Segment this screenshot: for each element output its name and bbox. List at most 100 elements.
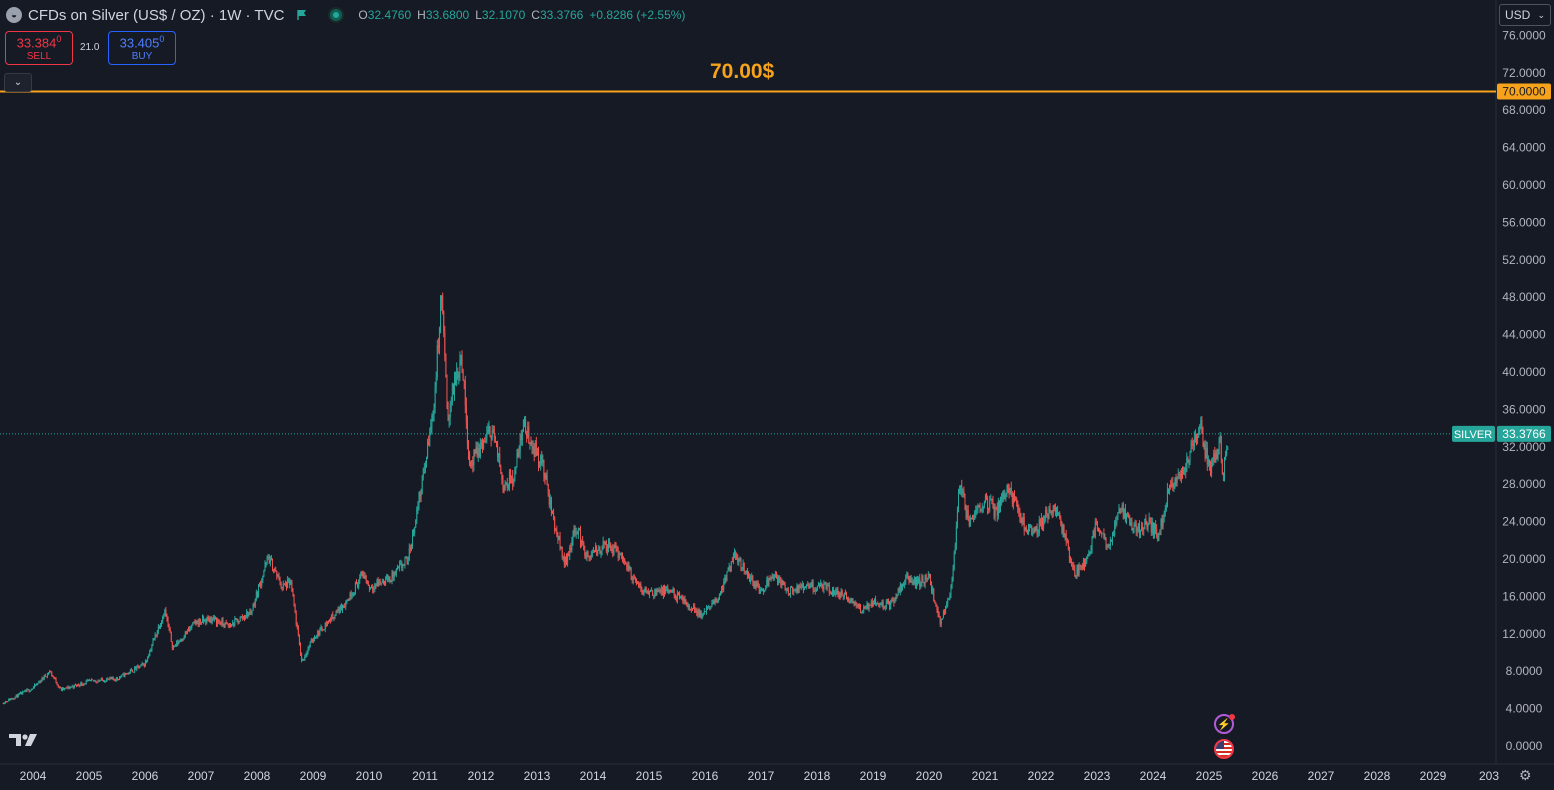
candle-body	[644, 586, 646, 593]
candle-body	[856, 604, 858, 606]
candle-body	[150, 650, 152, 652]
candle-body	[420, 493, 422, 497]
candle-body	[242, 616, 244, 619]
us-flag-event-icon[interactable]	[1214, 739, 1234, 759]
candle-body	[756, 582, 758, 587]
candle-body	[830, 593, 832, 595]
candle-body	[474, 450, 476, 453]
candle-body	[1221, 459, 1223, 475]
symbol-title[interactable]: CFDs on Silver (US$ / OZ) · 1W · TVC	[28, 6, 285, 24]
y-tick-label: 32.0000	[1502, 440, 1546, 454]
spread-value: 21.0	[80, 42, 100, 53]
x-tick-label: 2016	[692, 769, 719, 783]
candle-body	[483, 440, 485, 449]
gear-icon[interactable]: ⚙	[1519, 767, 1532, 783]
candle-body	[623, 558, 625, 560]
candle-body	[255, 592, 257, 600]
x-tick-label: 203	[1479, 769, 1499, 783]
candle-body	[712, 601, 714, 604]
candle-body	[246, 611, 248, 617]
time-axis[interactable]: 2004 2005 2006 2007 2008 2009 2010 2011 2012 2013…	[20, 769, 1500, 783]
candle-body	[224, 622, 226, 627]
tradingview-logo-icon[interactable]	[9, 732, 41, 748]
candle-body	[964, 495, 966, 508]
candle-body	[135, 667, 137, 670]
candle-body	[759, 590, 761, 594]
candle-body	[1198, 432, 1200, 438]
candle-body	[340, 605, 342, 610]
candle-body	[213, 616, 215, 620]
candle-body	[869, 604, 871, 606]
candle-body	[513, 480, 515, 484]
candle-body	[1030, 526, 1032, 528]
x-tick-label: 2027	[1308, 769, 1335, 783]
candle-body	[426, 457, 428, 465]
candle-body	[628, 564, 630, 569]
buy-button[interactable]: 33.4050 BUY	[108, 31, 176, 65]
candle-body	[823, 583, 825, 590]
candle-body	[821, 582, 823, 587]
candle-body	[278, 574, 280, 578]
x-tick-label: 2029	[1420, 769, 1447, 783]
candle-body	[794, 589, 796, 591]
candle-body	[570, 547, 572, 550]
candle-body	[91, 679, 93, 681]
candle-body	[97, 680, 99, 683]
candle-body	[445, 355, 447, 377]
candle-body	[889, 601, 891, 610]
symbol-header: ◒ CFDs on Silver (US$ / OZ) · 1W · TVC O…	[0, 0, 685, 30]
candle-body	[713, 601, 715, 604]
lightning-event-icon[interactable]: ⚡	[1214, 714, 1235, 734]
candle-body	[499, 453, 501, 467]
candle-body	[549, 499, 551, 505]
candle-body	[687, 604, 689, 608]
candle-body	[1205, 447, 1207, 458]
candle-body	[993, 507, 995, 517]
collapse-button[interactable]: ⌄	[4, 73, 32, 92]
candle-body	[544, 477, 546, 479]
currency-dropdown[interactable]: USD ⌄	[1499, 4, 1551, 26]
high-value: 33.6800	[425, 8, 470, 22]
candle-body	[109, 677, 111, 680]
candle-body	[566, 556, 568, 564]
candle-body	[470, 462, 472, 466]
candle-body	[928, 573, 930, 577]
candle-body	[1073, 565, 1075, 569]
candle-body	[429, 432, 431, 446]
candle-body	[553, 513, 555, 517]
candle-body	[942, 611, 944, 619]
candle-body	[871, 601, 873, 606]
candle-body	[15, 694, 17, 697]
candle-body	[739, 558, 741, 561]
candle-body	[1155, 524, 1157, 530]
market-status-icon[interactable]	[328, 7, 345, 23]
candle-body	[535, 442, 537, 456]
candle-body	[1127, 514, 1129, 516]
candle-body	[147, 658, 149, 661]
candle-body	[534, 442, 536, 457]
candle-body	[1117, 512, 1119, 520]
open-value: 32.4760	[367, 8, 412, 22]
candle-body	[118, 679, 120, 681]
candle-body	[43, 675, 45, 679]
candle-body	[932, 588, 934, 592]
candle-body	[536, 452, 538, 456]
candle-body	[349, 592, 351, 601]
candle-body	[676, 592, 678, 600]
price-axis[interactable]: 0.0000 4.0000 8.0000 12.0000 16.0000 20.0000 2…	[1502, 28, 1546, 753]
candle-body	[185, 632, 187, 634]
candle-body	[1019, 511, 1021, 519]
candle-body	[564, 556, 566, 565]
candle-body	[693, 606, 695, 610]
candle-body	[1202, 432, 1204, 446]
candle-body	[419, 493, 421, 497]
candle-body	[1219, 435, 1221, 439]
candle-body	[376, 581, 378, 586]
candle-body	[988, 508, 990, 510]
sell-button[interactable]: 33.3840 SELL	[5, 31, 73, 65]
candle-body	[1116, 519, 1118, 524]
candle-body	[254, 599, 256, 607]
candle-body	[1133, 524, 1135, 530]
candle-body	[839, 595, 841, 598]
